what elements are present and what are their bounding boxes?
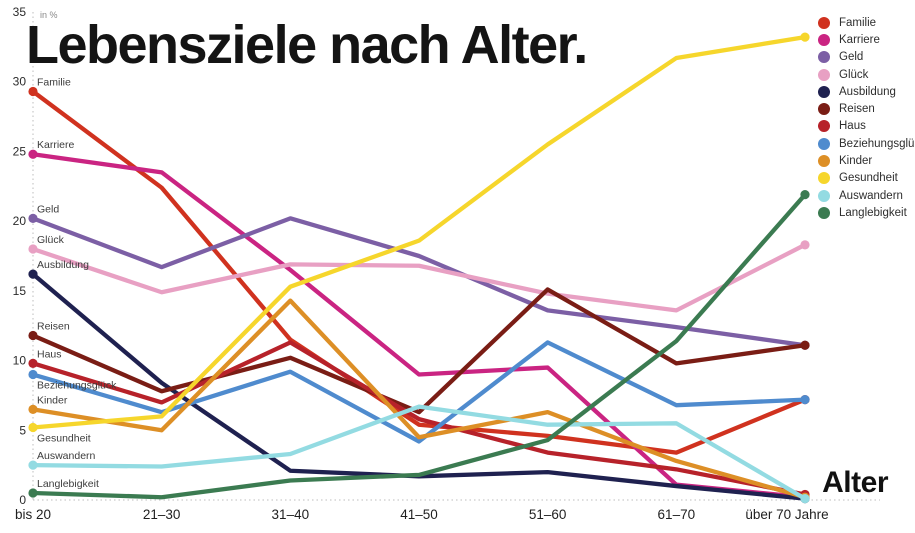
series-start-label: Geld (37, 203, 59, 215)
x-tick-label: 41–50 (400, 507, 438, 522)
x-tick-label: 61–70 (658, 507, 696, 522)
legend-item: Gesundheit (818, 170, 915, 187)
series-endpoint-dot (28, 269, 38, 279)
series-start-label: Haus (37, 348, 62, 360)
series-endpoint-dot (28, 369, 38, 380)
legend-label: Beziehungsglück (839, 137, 915, 150)
series-line-gesundheit (30, 34, 808, 430)
series-line-haus (30, 340, 808, 497)
series-line-reisen (30, 287, 808, 415)
series-endpoint-dot (28, 330, 38, 341)
y-axis-unit-label: in % (40, 10, 58, 20)
legend-swatch-icon (818, 172, 830, 185)
series-start-label: Kinder (37, 394, 68, 406)
series-start-label: Beziehungsglück (37, 380, 117, 392)
legend-item: Kinder (818, 152, 915, 169)
y-tick-label: 20 (13, 214, 27, 228)
legend-swatch-icon (818, 120, 830, 133)
y-tick-label: 10 (13, 354, 27, 368)
legend-label: Glück (839, 68, 869, 81)
x-tick-label: 21–30 (143, 507, 181, 522)
series-line-geld (30, 216, 808, 348)
series-endpoint-dot (28, 460, 38, 470)
legend-item: Glück (818, 66, 915, 83)
legend-item: Geld (818, 49, 915, 66)
series-endpoint-dot (28, 244, 38, 254)
legend-item: Auswandern (818, 187, 915, 204)
series-line-glück (30, 242, 808, 313)
legend-label: Kinder (839, 155, 873, 168)
series-start-label: Glück (37, 234, 65, 246)
series-endpoint-dot (28, 422, 38, 433)
x-tick-label: über 70 Jahre (745, 507, 828, 522)
series-endpoint-dot (28, 149, 38, 159)
legend-label: Auswandern (839, 189, 903, 202)
y-tick-label: 25 (13, 144, 27, 158)
y-tick-label: 30 (13, 75, 27, 89)
y-tick-label: 0 (19, 493, 26, 507)
series-endpoint-dot (28, 358, 38, 368)
legend-swatch-icon (818, 189, 830, 202)
legend-swatch-icon (818, 68, 830, 81)
legend-swatch-icon (818, 103, 830, 116)
series-start-label: Ausbildung (37, 259, 89, 271)
y-tick-label: 5 (19, 423, 26, 437)
series-endpoint-dot (28, 86, 38, 97)
series-start-label: Langlebigkeit (37, 478, 99, 490)
legend-swatch-icon (818, 33, 830, 46)
series-line-kinder (30, 298, 808, 500)
y-tick-label: 35 (13, 5, 27, 19)
legend-swatch-icon (818, 16, 830, 29)
legend-swatch-icon (818, 155, 830, 168)
series-endpoint-dot (28, 213, 38, 223)
series-line-langlebigkeit (30, 192, 808, 500)
x-tick-label: 51–60 (529, 507, 567, 522)
legend-label: Gesundheit (839, 172, 898, 185)
series-endpoint-dot (28, 404, 38, 414)
y-tick-label: 15 (13, 284, 27, 298)
legend-item: Reisen (818, 100, 915, 117)
series-endpoint-dot (800, 395, 810, 405)
series-start-label: Reisen (37, 320, 70, 332)
series-start-label: Karriere (37, 139, 75, 151)
series-endpoint-dot (800, 240, 810, 250)
legend-item: Langlebigkeit (818, 204, 915, 221)
legend-item: Karriere (818, 31, 915, 48)
series-start-label: Auswandern (37, 450, 96, 462)
legend-item: Familie (818, 14, 915, 31)
series-endpoint-dot (800, 340, 810, 350)
x-tick-label: 31–40 (272, 507, 310, 522)
legend-item: Ausbildung (818, 83, 915, 100)
chart-title: Lebensziele nach Alter. (26, 15, 588, 75)
legend: Familie Karriere Geld Glück Ausbildung Reisen… (818, 14, 915, 222)
legend-item: Haus (818, 118, 915, 135)
series-line-auswandern (30, 404, 808, 501)
legend-swatch-icon (818, 206, 830, 219)
series-endpoint-dot (800, 32, 810, 42)
legend-label: Langlebigkeit (839, 206, 907, 219)
series-line-beziehungsglück (30, 340, 808, 444)
legend-label: Geld (839, 51, 864, 64)
legend-label: Haus (839, 120, 866, 133)
legend-label: Familie (839, 16, 877, 29)
legend-swatch-icon (818, 137, 830, 150)
x-axis-title: Alter (822, 466, 888, 499)
series-endpoint-dot (800, 190, 810, 200)
legend-label: Karriere (839, 33, 880, 46)
x-tick-label: bis 20 (15, 507, 51, 522)
series-endpoint-dot (28, 488, 38, 498)
legend-swatch-icon (818, 85, 830, 98)
series-start-label: Familie (37, 76, 71, 88)
series-endpoint-dot (800, 494, 810, 504)
legend-label: Reisen (839, 103, 875, 116)
legend-swatch-icon (818, 51, 830, 64)
legend-label: Ausbildung (839, 85, 896, 98)
series-start-label: Gesundheit (37, 432, 91, 444)
legend-item: Beziehungsglück (818, 135, 915, 152)
series-line-familie (30, 89, 808, 455)
